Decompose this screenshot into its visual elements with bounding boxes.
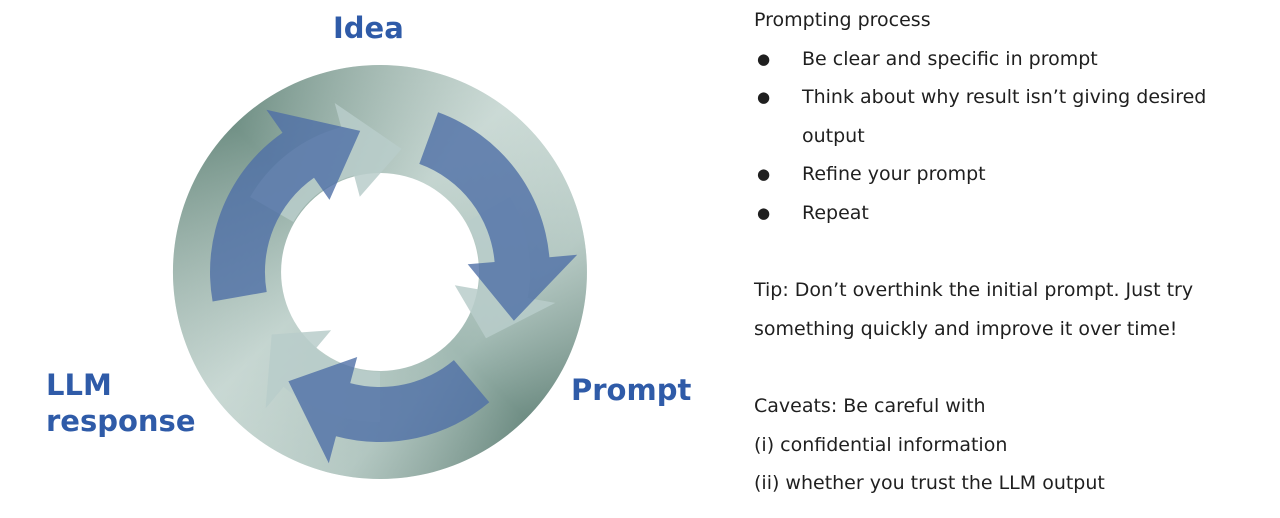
caveat-line: Caveats: Be careful with: [754, 395, 986, 417]
stage-label-idea: Idea: [333, 11, 404, 45]
prompting-step-item: ● Repeat: [754, 194, 1274, 233]
cycle-arrow-blue-left: [210, 109, 361, 302]
tip-line: something quickly and improve it over ti…: [754, 317, 1178, 340]
bullet-dot-icon: ●: [757, 203, 771, 222]
stage-label-prompt: Prompt: [571, 373, 692, 407]
stage-label-llm-response: LLM response: [46, 367, 196, 439]
tip-text: Tip: Don’t overthink the initial prompt.…: [754, 271, 1274, 348]
caveats-text: Caveats: Be careful with (i) confidential…: [754, 387, 1274, 503]
prompting-step-text: Refine your prompt: [802, 163, 986, 185]
bullet-dot-icon: ●: [757, 88, 771, 106]
prompting-step-item: ● Refine your prompt: [754, 155, 1274, 194]
prompting-step-item: ● Think about why result isn’t giving des…: [754, 78, 1274, 117]
caveat-line: (i) confidential information: [754, 433, 1008, 456]
prompting-notes-panel: Prompting process ● Be clear and specific…: [754, 0, 1274, 503]
cycle-graphic: [172, 65, 587, 480]
prompting-step-item: output: [754, 117, 1274, 156]
stage-label-llm-line-2: response: [46, 404, 196, 438]
caveat-line: (ii) whether you trust the LLM output: [754, 472, 1105, 494]
stage-label-llm-line-1: LLM: [46, 368, 112, 402]
prompting-cycle-diagram: Idea Prompt LLM response: [46, 11, 692, 480]
prompting-step-text: Repeat: [802, 201, 869, 224]
cycle-arrows: [210, 103, 578, 464]
bullet-dot-icon: ●: [757, 165, 771, 183]
prompting-steps-list: ● Be clear and specific in prompt ● Think a…: [754, 40, 1274, 233]
bullet-dot-icon: ●: [757, 49, 771, 68]
prompting-step-text: Think about why result isn’t giving desi…: [802, 86, 1207, 108]
tip-line: Tip: Don’t overthink the initial prompt.…: [754, 279, 1194, 301]
cycle-arrow-blue-bottom: [288, 357, 490, 464]
prompting-step-item: ● Be clear and specific in prompt: [754, 40, 1274, 79]
prompting-process-heading: Prompting process: [754, 9, 931, 31]
prompting-step-text: output: [802, 124, 865, 147]
prompting-step-text: Be clear and specific in prompt: [802, 47, 1098, 70]
cycle-arrow-blue-right: [419, 112, 578, 321]
